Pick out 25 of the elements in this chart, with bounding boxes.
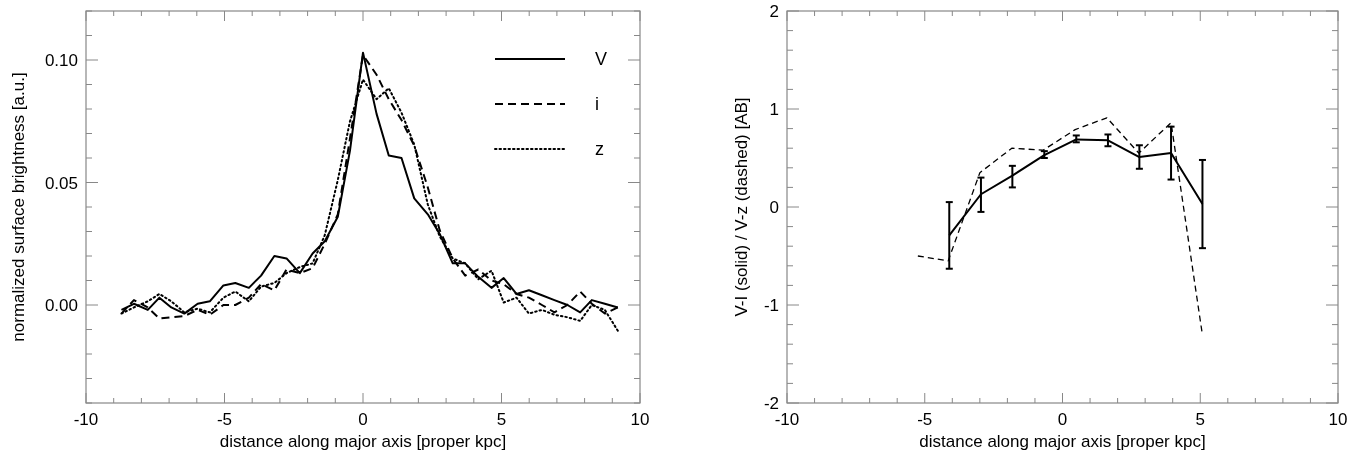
x-tick-label: 0 (1057, 410, 1068, 429)
y-tick-label: -2 (763, 394, 779, 413)
y-axis-title: normalized surface brightness [a.u.] (9, 72, 28, 342)
x-tick-label: 5 (1195, 410, 1205, 429)
y-tick-label: 0.00 (44, 296, 78, 315)
legend-label: i (595, 94, 599, 114)
x-tick-label: -10 (73, 410, 99, 429)
y-tick-label: 2 (769, 2, 779, 21)
y-tick-label: 0.05 (44, 173, 78, 193)
x-tick-label: 10 (1328, 410, 1348, 429)
x-tick-label: -5 (917, 410, 933, 429)
legend-label: V (595, 49, 608, 69)
y-tick-label: 0.10 (44, 51, 78, 70)
x-tick-label: -5 (216, 410, 233, 429)
y-tick-label: 0 (769, 198, 779, 217)
legend-label: z (595, 139, 604, 159)
y-tick-label: -1 (763, 296, 779, 315)
x-axis-title: distance along major axis [proper kpc] (219, 432, 507, 451)
y-tick-label: 1 (769, 100, 779, 119)
x-tick-label: 5 (496, 410, 507, 429)
x-tick-label: 0 (358, 410, 368, 429)
x-axis-title: distance along major axis [proper kpc] (919, 432, 1206, 451)
x-tick-label: -10 (774, 410, 800, 429)
x-tick-label: 10 (630, 410, 650, 429)
y-axis-title: V-I (solid) / V-z (dashed) [AB] (732, 97, 751, 317)
